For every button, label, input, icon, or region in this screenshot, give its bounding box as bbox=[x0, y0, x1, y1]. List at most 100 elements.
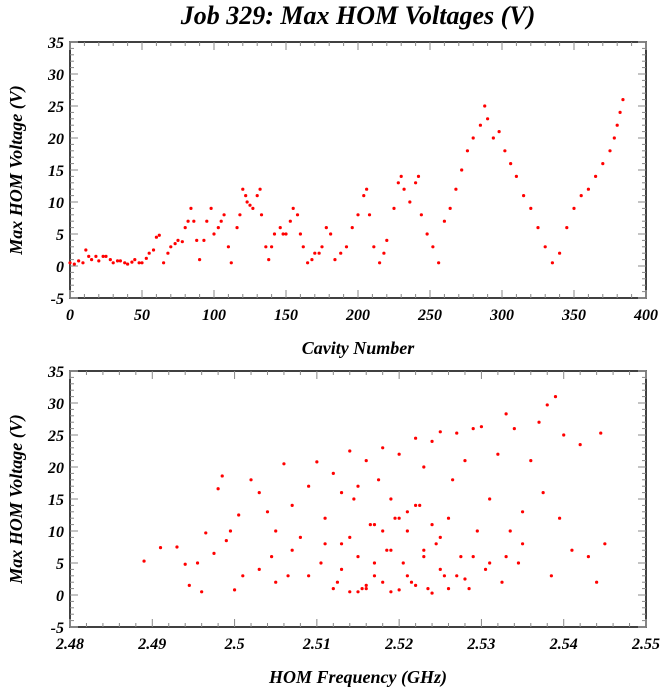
data-point bbox=[307, 484, 311, 488]
data-point bbox=[405, 510, 409, 514]
data-point bbox=[579, 194, 583, 198]
data-point bbox=[118, 259, 122, 263]
data-point bbox=[463, 459, 467, 463]
data-point bbox=[237, 513, 241, 517]
data-point bbox=[393, 516, 397, 520]
y-tick-label: 15 bbox=[48, 492, 64, 509]
data-point bbox=[339, 567, 344, 572]
x-tick-label: 150 bbox=[274, 307, 298, 324]
data-point bbox=[537, 420, 541, 424]
data-point bbox=[549, 574, 553, 578]
data-point bbox=[365, 187, 369, 191]
data-point bbox=[408, 200, 412, 204]
data-point bbox=[405, 574, 409, 578]
data-point bbox=[414, 181, 418, 185]
data-point bbox=[90, 258, 94, 262]
x-axis-label: HOM Frequency (GHz) bbox=[268, 667, 447, 688]
data-point bbox=[228, 529, 233, 533]
x-axis-label: Cavity Number bbox=[302, 338, 415, 358]
data-point bbox=[372, 561, 377, 565]
data-point bbox=[608, 149, 612, 153]
data-point bbox=[356, 484, 360, 488]
data-point bbox=[267, 258, 271, 262]
data-point bbox=[389, 548, 393, 552]
data-point bbox=[180, 240, 184, 244]
data-point bbox=[520, 510, 525, 514]
data-point bbox=[508, 529, 512, 533]
data-point bbox=[405, 529, 409, 533]
data-point bbox=[414, 583, 418, 588]
data-point bbox=[356, 555, 360, 559]
data-point bbox=[516, 561, 521, 565]
y-axis-label: Max HOM Voltage (V) bbox=[6, 414, 27, 585]
data-point bbox=[414, 436, 418, 440]
data-point bbox=[219, 219, 223, 223]
data-point bbox=[471, 555, 475, 559]
data-point bbox=[216, 487, 220, 491]
data-point bbox=[130, 260, 134, 264]
data-point bbox=[249, 478, 253, 482]
data-point bbox=[137, 261, 141, 265]
data-point bbox=[175, 545, 179, 549]
data-point bbox=[288, 219, 292, 223]
data-point bbox=[162, 261, 166, 265]
data-point bbox=[422, 555, 426, 559]
x-tick-label: 2.51 bbox=[302, 636, 331, 653]
data-point bbox=[84, 248, 88, 252]
data-point bbox=[460, 168, 464, 172]
data-point bbox=[270, 245, 274, 249]
data-point bbox=[594, 174, 598, 178]
data-point bbox=[426, 587, 430, 591]
data-point bbox=[195, 238, 199, 242]
data-point bbox=[323, 516, 327, 520]
data-point bbox=[419, 213, 423, 217]
data-point bbox=[491, 136, 495, 140]
data-point bbox=[529, 459, 533, 463]
data-point bbox=[558, 251, 562, 255]
data-point bbox=[315, 460, 319, 464]
data-point bbox=[392, 206, 396, 210]
data-point bbox=[503, 149, 507, 153]
data-point bbox=[248, 203, 252, 207]
data-point bbox=[446, 587, 451, 591]
data-point bbox=[238, 213, 242, 217]
data-point bbox=[241, 187, 245, 191]
data-point bbox=[157, 233, 161, 237]
y-tick-label: 0 bbox=[56, 259, 64, 276]
y-tick-label: 5 bbox=[56, 227, 64, 244]
data-point bbox=[438, 567, 442, 572]
y-tick-label: 20 bbox=[47, 460, 64, 477]
x-tick-label: 50 bbox=[134, 307, 150, 324]
data-point bbox=[348, 449, 352, 453]
data-point bbox=[478, 123, 482, 127]
x-tick-label: 0 bbox=[66, 307, 74, 324]
data-point bbox=[133, 258, 137, 262]
data-point bbox=[545, 403, 549, 407]
data-point bbox=[397, 588, 401, 592]
data-point bbox=[434, 542, 438, 546]
data-point bbox=[570, 548, 574, 552]
data-point bbox=[446, 516, 451, 520]
data-point bbox=[409, 580, 414, 584]
data-point bbox=[195, 561, 200, 565]
data-point bbox=[381, 580, 385, 584]
data-point bbox=[264, 245, 268, 249]
data-point bbox=[529, 206, 533, 210]
data-point bbox=[259, 213, 264, 217]
data-point bbox=[488, 497, 492, 501]
data-point bbox=[465, 149, 470, 153]
data-point bbox=[601, 162, 605, 166]
data-point bbox=[442, 219, 446, 223]
x-tick-label: 250 bbox=[417, 307, 442, 324]
data-point bbox=[520, 542, 525, 546]
data-point bbox=[235, 226, 239, 230]
data-point bbox=[522, 194, 526, 198]
data-point bbox=[101, 254, 105, 258]
data-point bbox=[335, 580, 340, 584]
data-point bbox=[612, 136, 616, 140]
data-point bbox=[216, 226, 220, 230]
data-point bbox=[290, 503, 294, 507]
x-tick-label: 2.49 bbox=[137, 636, 166, 653]
data-point bbox=[278, 226, 282, 230]
data-point bbox=[241, 574, 245, 578]
